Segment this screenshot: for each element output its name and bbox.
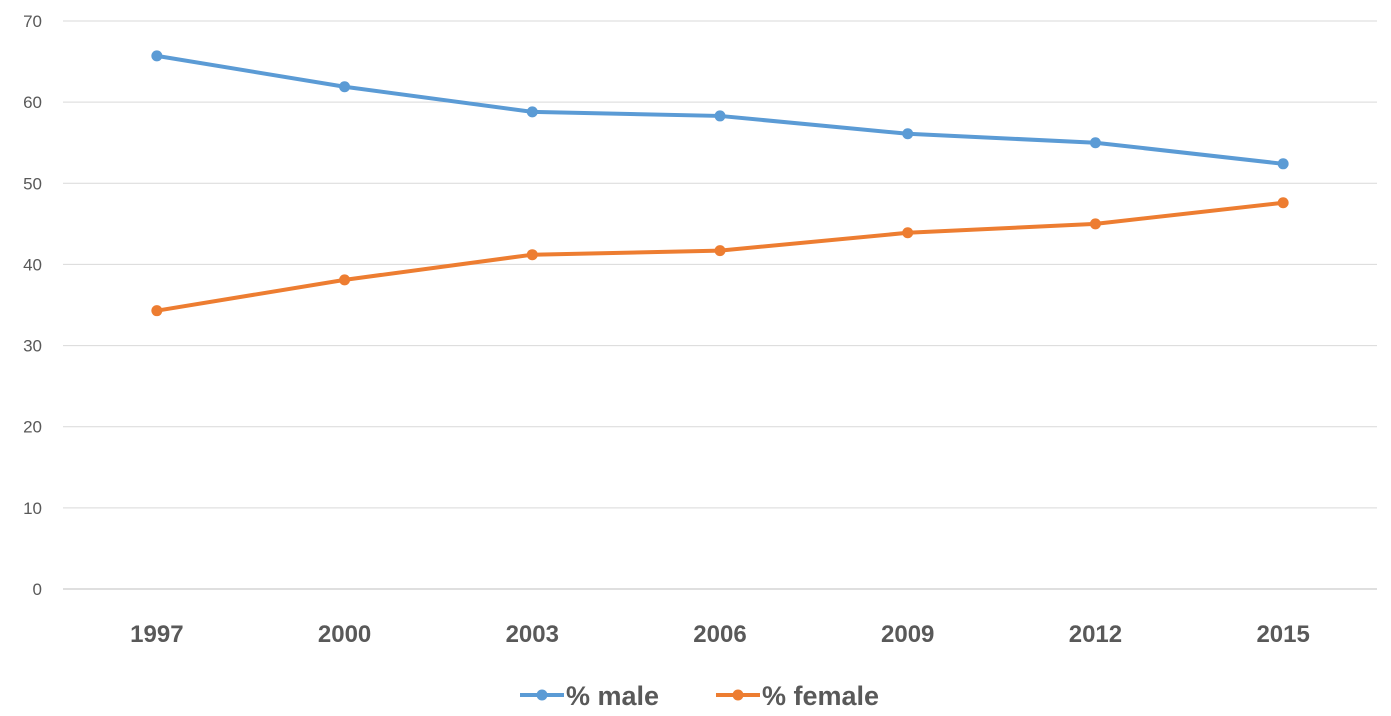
legend-label: % female (762, 681, 879, 711)
series-male (151, 50, 1289, 170)
data-point (714, 110, 726, 122)
legend: % male % female (520, 681, 879, 711)
x-axis-ticks: 1997 2000 2003 2006 2009 2012 2015 (130, 621, 1310, 648)
data-point (526, 106, 538, 118)
x-tick-label: 1997 (130, 621, 183, 648)
y-tick-label: 10 (23, 499, 42, 518)
y-tick-label: 30 (23, 337, 42, 356)
legend-item: % female (716, 681, 879, 711)
data-point (151, 50, 163, 62)
data-point (339, 274, 351, 286)
x-tick-label: 2012 (1069, 621, 1122, 648)
series-female (151, 197, 1289, 317)
data-point (151, 305, 163, 317)
y-tick-label: 20 (23, 418, 42, 437)
series-line (154, 200, 1286, 313)
x-tick-label: 2006 (693, 621, 746, 648)
x-tick-label: 2000 (318, 621, 371, 648)
data-point (526, 249, 538, 261)
data-point (714, 245, 726, 257)
legend-marker-icon (536, 689, 548, 701)
y-tick-label: 50 (23, 174, 42, 193)
x-tick-label: 2015 (1256, 621, 1309, 648)
y-tick-label: 40 (23, 255, 42, 274)
legend-marker-icon (732, 689, 744, 701)
y-tick-label: 70 (23, 12, 42, 31)
x-tick-label: 2003 (506, 621, 559, 648)
y-axis-ticks: 0 10 20 30 40 50 60 70 (23, 12, 42, 599)
data-point (902, 128, 914, 140)
data-point (1277, 158, 1289, 170)
y-tick-label: 60 (23, 93, 42, 112)
legend-label: % male (566, 681, 659, 711)
data-point (1277, 197, 1289, 209)
data-point (1089, 218, 1101, 230)
series-lines (151, 50, 1289, 317)
data-point (1089, 137, 1101, 149)
legend-item: % male (520, 681, 659, 711)
x-tick-label: 2009 (881, 621, 934, 648)
data-point (902, 227, 914, 239)
series-line (154, 53, 1286, 166)
data-point (339, 81, 351, 93)
y-tick-label: 0 (33, 580, 42, 599)
gridlines (63, 20, 1377, 590)
